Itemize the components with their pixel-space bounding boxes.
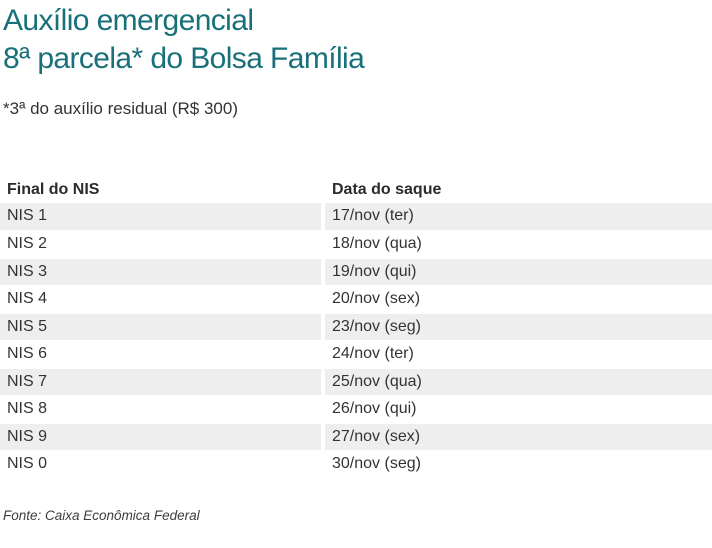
source-credit: Fonte: Caixa Econômica Federal [3, 508, 200, 523]
page-title: Auxílio emergencial 8ª parcela* do Bolsa… [0, 0, 712, 78]
table-row: NIS 7 25/nov (qua) [0, 368, 712, 397]
table-row: NIS 3 19/nov (qui) [0, 258, 712, 287]
saque-date-cell: 18/nov (qua) [323, 230, 712, 259]
saque-date-cell: 19/nov (qui) [323, 258, 712, 287]
table-row: NIS 0 30/nov (seg) [0, 450, 712, 479]
table-row: NIS 4 20/nov (sex) [0, 285, 712, 314]
table-row: NIS 9 27/nov (sex) [0, 423, 712, 452]
title-line-2: 8ª parcela* do Bolsa Família [3, 42, 365, 75]
saque-date-cell: 25/nov (qua) [323, 368, 712, 397]
table-row: NIS 5 23/nov (seg) [0, 313, 712, 342]
saque-date-cell: 26/nov (qui) [323, 395, 712, 424]
saque-date-cell: 20/nov (sex) [323, 285, 712, 314]
table-row: NIS 2 18/nov (qua) [0, 230, 712, 259]
title-line-1: Auxílio emergencial [3, 4, 254, 37]
saque-date-cell: 30/nov (seg) [323, 450, 712, 479]
nis-cell: NIS 8 [0, 395, 325, 424]
saque-date-cell: 23/nov (seg) [323, 313, 712, 342]
nis-cell: NIS 6 [0, 340, 325, 369]
saque-date-cell: 24/nov (ter) [323, 340, 712, 369]
nis-cell: NIS 4 [0, 285, 325, 314]
table-header-row: Final do NIS Data do saque [0, 176, 712, 203]
table-row: NIS 1 17/nov (ter) [0, 203, 712, 232]
nis-cell: NIS 2 [0, 230, 325, 259]
saque-date-cell: 27/nov (sex) [323, 423, 712, 452]
nis-cell: NIS 3 [0, 258, 325, 287]
nis-cell: NIS 9 [0, 423, 325, 452]
saque-date-cell: 17/nov (ter) [323, 203, 712, 232]
nis-cell: NIS 0 [0, 450, 325, 479]
subtitle-note: *3ª do auxílio residual (R$ 300) [3, 99, 238, 118]
saque-schedule-table: Final do NIS Data do saque NIS 1 17/nov (… [0, 176, 712, 479]
nis-cell: NIS 5 [0, 313, 325, 342]
table-header: Final do NIS Data do saque [0, 176, 712, 203]
table-row: NIS 6 24/nov (ter) [0, 340, 712, 369]
column-header-data-do-saque: Data do saque [323, 176, 712, 203]
column-header-final-do-nis: Final do NIS [0, 176, 325, 203]
nis-cell: NIS 7 [0, 368, 325, 397]
table-row: NIS 8 26/nov (qui) [0, 395, 712, 424]
nis-cell: NIS 1 [0, 203, 325, 232]
